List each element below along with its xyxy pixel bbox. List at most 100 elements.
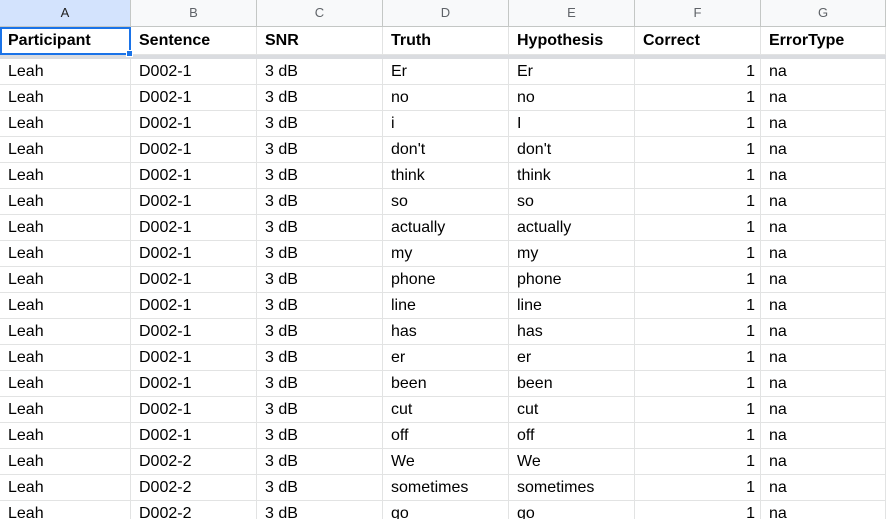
cell-sentence[interactable]: D002-1 — [131, 189, 257, 214]
cell-error-type[interactable]: na — [761, 345, 886, 370]
cell-participant[interactable]: Leah — [0, 267, 131, 292]
cell-correct[interactable]: 1 — [635, 241, 761, 266]
cell-participant[interactable]: Leah — [0, 189, 131, 214]
cell-error-type[interactable]: na — [761, 449, 886, 474]
cell-truth[interactable]: i — [383, 111, 509, 136]
cell-snr[interactable]: 3 dB — [257, 371, 383, 396]
cell-correct[interactable]: 1 — [635, 163, 761, 188]
cell-hypothesis[interactable]: think — [509, 163, 635, 188]
cell-sentence[interactable]: D002-1 — [131, 59, 257, 84]
cell-sentence[interactable]: D002-1 — [131, 163, 257, 188]
cell-error-type[interactable]: na — [761, 267, 886, 292]
cell-snr[interactable]: 3 dB — [257, 267, 383, 292]
cell-participant[interactable]: Leah — [0, 111, 131, 136]
column-header-g[interactable]: G — [761, 0, 886, 26]
frozen-row-divider[interactable] — [0, 55, 886, 59]
cell-truth[interactable]: no — [383, 85, 509, 110]
cell-hypothesis[interactable]: line — [509, 293, 635, 318]
fill-handle[interactable] — [126, 50, 133, 57]
cell-correct[interactable]: 1 — [635, 111, 761, 136]
cell-hypothesis[interactable]: sometimes — [509, 475, 635, 500]
cell-truth[interactable]: cut — [383, 397, 509, 422]
cell-correct[interactable]: 1 — [635, 85, 761, 110]
cell-hypothesis[interactable]: no — [509, 85, 635, 110]
cell-sentence[interactable]: D002-1 — [131, 423, 257, 448]
cell-snr[interactable]: 3 dB — [257, 189, 383, 214]
cell-participant[interactable]: Leah — [0, 423, 131, 448]
cell-truth[interactable]: been — [383, 371, 509, 396]
cell-participant[interactable]: Leah — [0, 319, 131, 344]
cell-sentence[interactable]: D002-1 — [131, 215, 257, 240]
cell-truth[interactable]: think — [383, 163, 509, 188]
cell-truth[interactable]: has — [383, 319, 509, 344]
cell-truth[interactable]: er — [383, 345, 509, 370]
cell-hypothesis[interactable]: off — [509, 423, 635, 448]
cell-sentence[interactable]: D002-1 — [131, 241, 257, 266]
cell-error-type[interactable]: na — [761, 163, 886, 188]
column-header-b[interactable]: B — [131, 0, 257, 26]
cell-error-type[interactable]: na — [761, 137, 886, 162]
cell-participant[interactable]: Leah — [0, 163, 131, 188]
cell-error-type[interactable]: na — [761, 475, 886, 500]
cell-participant[interactable]: Leah — [0, 371, 131, 396]
column-header-d[interactable]: D — [383, 0, 509, 26]
cell-sentence[interactable]: D002-1 — [131, 345, 257, 370]
cell-snr[interactable]: 3 dB — [257, 85, 383, 110]
cell-snr[interactable]: 3 dB — [257, 293, 383, 318]
cell-snr[interactable]: 3 dB — [257, 423, 383, 448]
header-cell-participant[interactable]: Participant — [0, 27, 131, 54]
cell-sentence[interactable]: D002-1 — [131, 319, 257, 344]
column-header-e[interactable]: E — [509, 0, 635, 26]
cell-correct[interactable]: 1 — [635, 215, 761, 240]
cell-participant[interactable]: Leah — [0, 215, 131, 240]
cell-error-type[interactable]: na — [761, 371, 886, 396]
cell-hypothesis[interactable]: phone — [509, 267, 635, 292]
cell-hypothesis[interactable]: actually — [509, 215, 635, 240]
cell-truth[interactable]: go — [383, 501, 509, 519]
column-header-f[interactable]: F — [635, 0, 761, 26]
cell-snr[interactable]: 3 dB — [257, 397, 383, 422]
cell-correct[interactable]: 1 — [635, 475, 761, 500]
cell-correct[interactable]: 1 — [635, 501, 761, 519]
cell-correct[interactable]: 1 — [635, 345, 761, 370]
cell-truth[interactable]: sometimes — [383, 475, 509, 500]
cell-sentence[interactable]: D002-1 — [131, 371, 257, 396]
cell-participant[interactable]: Leah — [0, 397, 131, 422]
cell-snr[interactable]: 3 dB — [257, 163, 383, 188]
cell-correct[interactable]: 1 — [635, 371, 761, 396]
cell-error-type[interactable]: na — [761, 423, 886, 448]
header-cell-error-type[interactable]: ErrorType — [761, 27, 886, 54]
header-cell-sentence[interactable]: Sentence — [131, 27, 257, 54]
cell-snr[interactable]: 3 dB — [257, 137, 383, 162]
cell-correct[interactable]: 1 — [635, 397, 761, 422]
cell-sentence[interactable]: D002-1 — [131, 111, 257, 136]
cell-participant[interactable]: Leah — [0, 501, 131, 519]
cell-sentence[interactable]: D002-1 — [131, 137, 257, 162]
cell-error-type[interactable]: na — [761, 293, 886, 318]
header-cell-truth[interactable]: Truth — [383, 27, 509, 54]
cell-truth[interactable]: We — [383, 449, 509, 474]
cell-sentence[interactable]: D002-1 — [131, 267, 257, 292]
cell-hypothesis[interactable]: been — [509, 371, 635, 396]
cell-participant[interactable]: Leah — [0, 241, 131, 266]
cell-participant[interactable]: Leah — [0, 85, 131, 110]
cell-sentence[interactable]: D002-1 — [131, 397, 257, 422]
cell-error-type[interactable]: na — [761, 215, 886, 240]
cell-correct[interactable]: 1 — [635, 449, 761, 474]
cell-hypothesis[interactable]: has — [509, 319, 635, 344]
cell-error-type[interactable]: na — [761, 111, 886, 136]
cell-snr[interactable]: 3 dB — [257, 501, 383, 519]
cell-correct[interactable]: 1 — [635, 189, 761, 214]
cell-truth[interactable]: so — [383, 189, 509, 214]
cell-error-type[interactable]: na — [761, 319, 886, 344]
cell-correct[interactable]: 1 — [635, 293, 761, 318]
cell-correct[interactable]: 1 — [635, 267, 761, 292]
header-cell-snr[interactable]: SNR — [257, 27, 383, 54]
cell-hypothesis[interactable]: so — [509, 189, 635, 214]
cell-error-type[interactable]: na — [761, 85, 886, 110]
cell-error-type[interactable]: na — [761, 241, 886, 266]
cell-truth[interactable]: off — [383, 423, 509, 448]
cell-snr[interactable]: 3 dB — [257, 345, 383, 370]
cell-truth[interactable]: don't — [383, 137, 509, 162]
cell-error-type[interactable]: na — [761, 59, 886, 84]
